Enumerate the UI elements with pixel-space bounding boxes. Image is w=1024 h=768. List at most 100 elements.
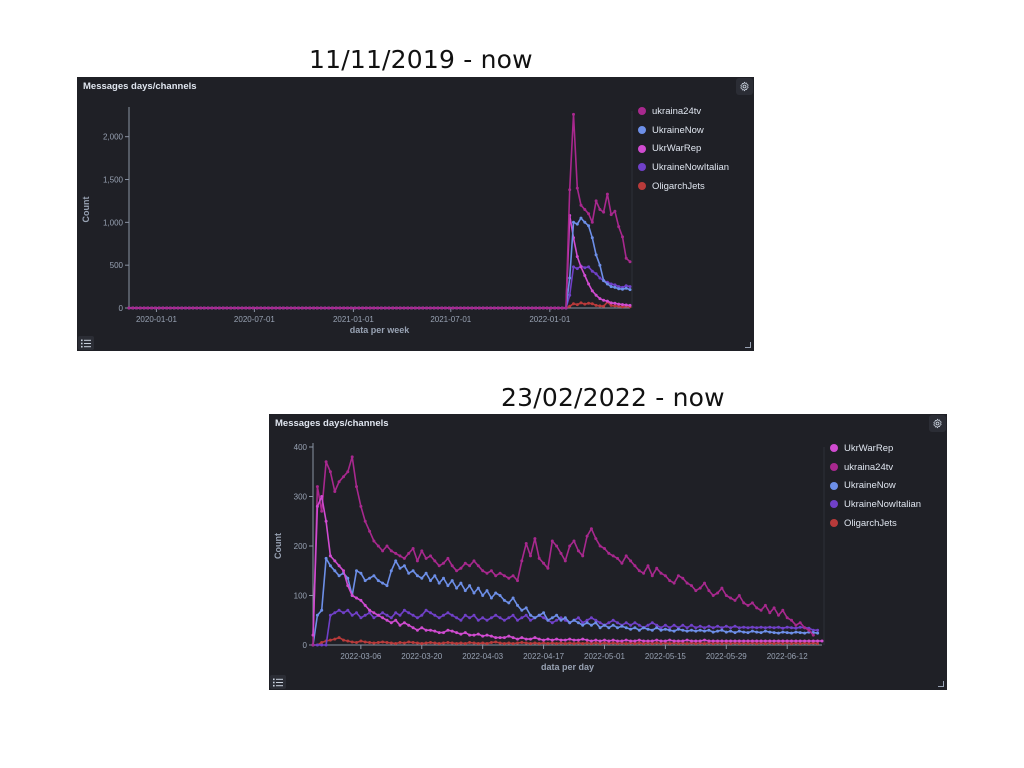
data-point [524,613,528,617]
data-point [330,306,334,310]
data-point [720,642,724,645]
gear-icon[interactable] [736,78,753,95]
data-point [737,626,741,630]
data-point [598,626,602,630]
data-point [415,616,419,620]
data-point [737,594,741,597]
data-point [624,626,628,630]
data-point [777,613,780,617]
data-point [327,306,331,310]
series-line [312,557,818,646]
data-point [563,616,567,620]
data-point [729,642,733,645]
data-point [620,639,624,643]
data-point [489,569,493,573]
legend-item[interactable]: ukraina24tv [638,102,729,121]
data-point [443,306,447,310]
data-point [402,641,406,645]
resize-handle-icon[interactable] [745,342,751,348]
legend-toggle-icon[interactable] [270,675,286,689]
legend-item[interactable]: UkrWarRep [638,139,729,158]
legend-label: UkraineNow [844,480,896,492]
data-point [798,642,802,645]
data-point [650,621,654,625]
data-point [406,306,410,310]
gear-icon[interactable] [929,415,946,432]
data-point [421,306,425,310]
data-point [583,220,587,224]
data-point [459,581,463,585]
data-point [498,616,502,620]
data-point [385,618,389,622]
legend-item[interactable]: ukraina24tv [830,458,921,477]
data-point [372,574,376,578]
legend-item[interactable]: UkraineNow [830,476,921,495]
data-point [424,608,428,612]
data-point [515,306,519,310]
legend-dot-icon [638,126,646,135]
data-point [523,306,526,310]
data-point [529,618,532,622]
data-point [794,639,798,643]
data-point [398,306,402,310]
data-point [650,642,654,645]
data-point [690,623,693,627]
data-point [529,554,532,558]
data-point [794,630,798,634]
line-chart-weekly: 0 500 1,000 1,500 2,000 2020-01-01 2020-07-01 2… [81,107,633,335]
data-point [624,642,628,645]
legend-item[interactable]: OligarchJets [830,514,921,533]
data-point [342,569,345,573]
data-point [759,631,763,635]
legend-item[interactable]: UkraineNowItalian [830,495,921,514]
legend-item[interactable]: UkrWarRep [830,439,921,458]
legend-item[interactable]: UkraineNow [638,121,729,140]
data-point [472,641,476,645]
data-point [311,633,315,637]
data-point [297,306,300,310]
legend-item[interactable]: UkraineNowItalian [638,158,729,177]
data-point [489,306,493,310]
data-point [368,611,372,615]
data-point [621,287,624,291]
data-point [655,566,659,570]
data-point [481,306,485,310]
data-point [583,274,587,277]
legend-toggle-icon[interactable] [78,336,94,350]
data-point [598,263,602,267]
data-point [720,639,724,643]
data-point [559,638,563,642]
data-point [559,641,563,645]
data-point [315,613,319,617]
data-point [633,626,637,630]
data-point [489,596,493,600]
data-point [459,618,463,622]
data-point [355,611,358,615]
data-point [603,623,606,627]
resize-handle-icon[interactable] [938,681,944,687]
data-point [394,642,398,645]
data-point [720,626,724,630]
data-point [346,470,350,474]
x-tick-label: 2022-01-01 [529,315,570,324]
data-point [572,112,575,116]
data-point [663,627,667,631]
data-point [455,631,459,635]
data-point [320,509,324,513]
data-point [308,306,312,310]
data-point [274,306,278,310]
data-point [524,637,528,641]
data-point [248,306,251,310]
data-point [350,613,354,617]
y-tick-label: 1,500 [103,176,124,185]
data-point [768,639,772,643]
data-point [568,637,572,641]
legend-item[interactable]: OligarchJets [638,177,729,196]
data-point [474,306,478,310]
data-point [568,188,572,192]
data-point [485,571,489,575]
data-point [398,554,402,558]
data-point [572,642,576,645]
data-point [790,626,793,630]
data-point [524,641,528,645]
